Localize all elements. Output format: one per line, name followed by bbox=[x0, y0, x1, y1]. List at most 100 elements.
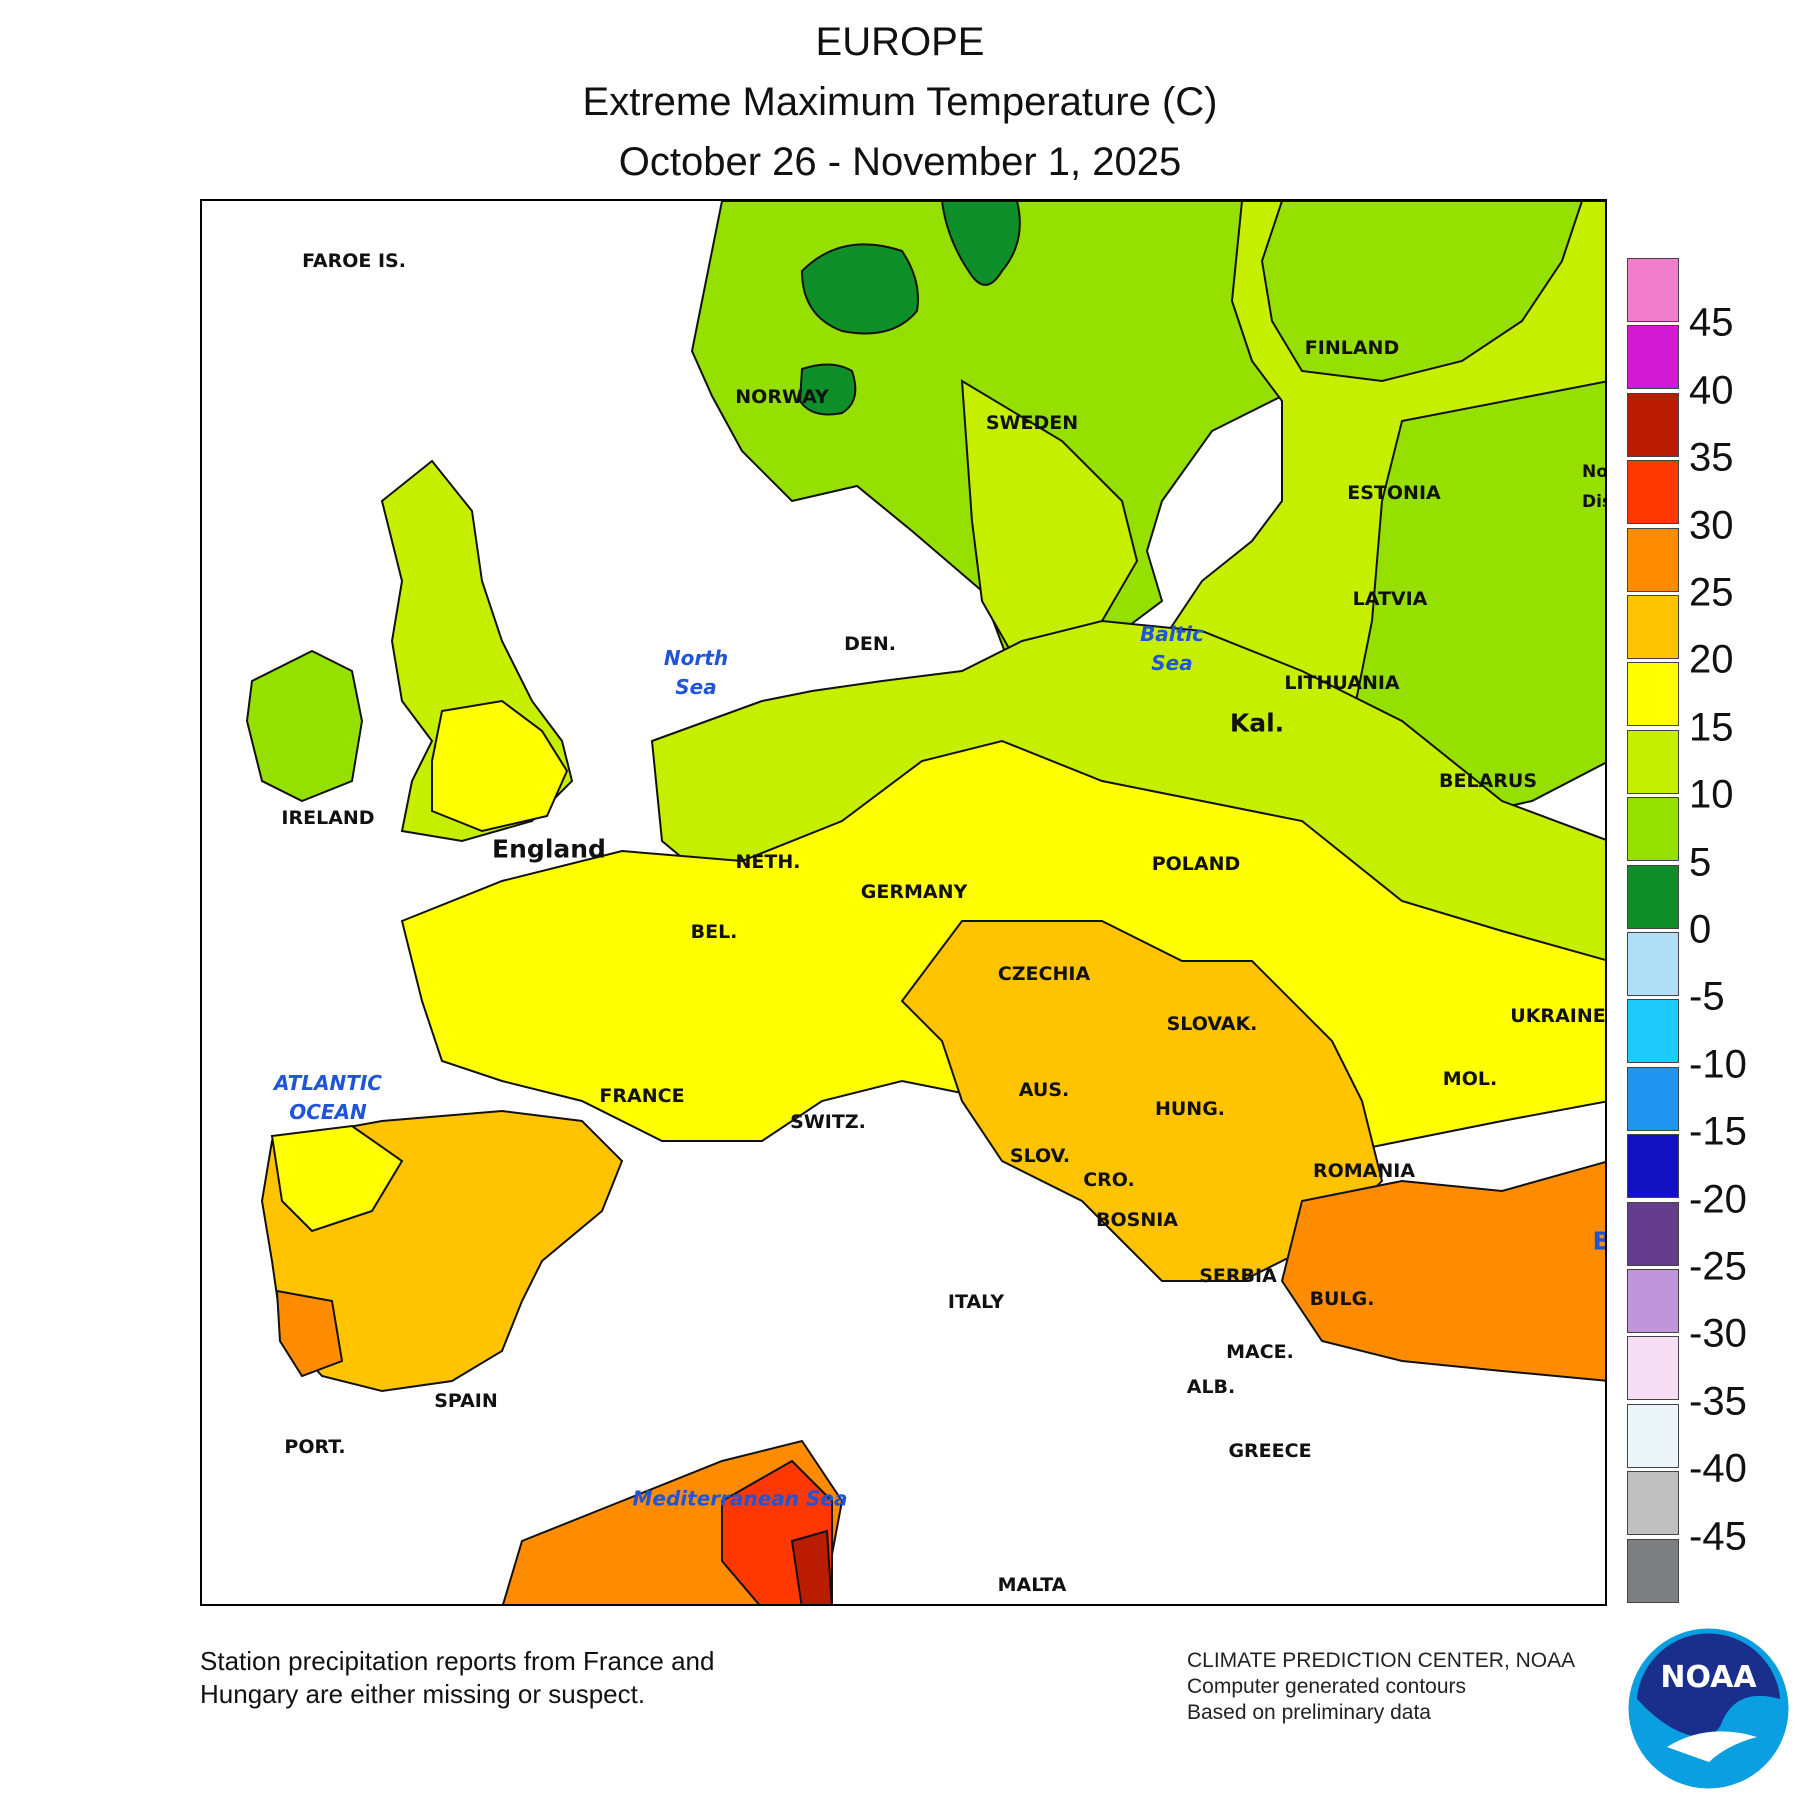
legend-swatch bbox=[1627, 258, 1679, 322]
legend-tick-label: 0 bbox=[1689, 907, 1712, 952]
legend-tick-label: -5 bbox=[1689, 974, 1725, 1019]
label-slovenia: SLOV. bbox=[1009, 1145, 1071, 1167]
map-title-period: October 26 - November 1, 2025 bbox=[618, 140, 1182, 184]
noaa-logo: NOAA bbox=[1628, 1628, 1789, 1789]
hot-cell-portugal bbox=[275, 1289, 344, 1378]
credit-line3: Based on preliminary data bbox=[1187, 1701, 1431, 1724]
label-black-sea-partial: B bbox=[1592, 1227, 1605, 1256]
legend-swatch bbox=[1627, 662, 1679, 727]
label-spain: SPAIN bbox=[434, 1390, 498, 1412]
legend-tick-label: -30 bbox=[1689, 1311, 1747, 1356]
label-portugal: PORT. bbox=[284, 1436, 346, 1458]
label-lithuania: LITHUANIA bbox=[1284, 672, 1400, 694]
label-belarus: BELARUS bbox=[1438, 770, 1538, 792]
legend-swatch bbox=[1627, 797, 1679, 862]
label-atlantic-line1: ATLANTIC bbox=[274, 1071, 382, 1095]
map-panel: FAROE IS. NORWAY SWEDEN FINLAND Northwes… bbox=[200, 199, 1607, 1606]
legend-swatch bbox=[1627, 595, 1679, 659]
legend-tick-label: -25 bbox=[1689, 1244, 1747, 1289]
legend-tick-label: -15 bbox=[1689, 1109, 1747, 1154]
map-title-variable: Extreme Maximum Temperature (C) bbox=[582, 80, 1218, 124]
footnote-line1: Station precipitation reports from Franc… bbox=[200, 1646, 715, 1676]
map-title-region: EUROPE bbox=[815, 20, 985, 64]
label-north-sea-line2: Sea bbox=[675, 675, 717, 699]
credit-line2: Computer generated contours bbox=[1187, 1675, 1466, 1698]
legend-swatch bbox=[1627, 1403, 1679, 1468]
legend-tick-label: -45 bbox=[1689, 1514, 1747, 1559]
label-estonia: ESTONIA bbox=[1347, 482, 1441, 504]
label-baltic-sea: Baltic Sea bbox=[1140, 620, 1204, 678]
label-slovakia: SLOVAK. bbox=[1166, 1013, 1258, 1035]
legend-swatch bbox=[1627, 932, 1679, 996]
label-austria: AUS. bbox=[1018, 1079, 1070, 1101]
label-switzerland: SWITZ. bbox=[790, 1111, 866, 1133]
label-croatia: CRO. bbox=[1083, 1169, 1135, 1191]
legend-swatch bbox=[1627, 1269, 1679, 1333]
footnote-line2: Hungary are either missing or suspect. bbox=[200, 1679, 646, 1709]
land-italy-balkans bbox=[900, 920, 1384, 1282]
label-northwest-district: Northwest District bbox=[1582, 462, 1607, 512]
land-ireland bbox=[245, 649, 364, 803]
warm-cell-england bbox=[431, 699, 569, 833]
hottest-cell-tunisia bbox=[790, 1529, 833, 1604]
legend-swatch bbox=[1627, 1538, 1679, 1603]
label-latvia: LATVIA bbox=[1352, 588, 1428, 610]
legend-swatch bbox=[1627, 1471, 1679, 1536]
noaa-logo-text: NOAA bbox=[1660, 1660, 1757, 1695]
legend-swatch bbox=[1627, 1134, 1679, 1199]
legend-swatch bbox=[1627, 864, 1679, 929]
label-ireland: IRELAND bbox=[281, 807, 375, 829]
label-atlantic-ocean: ATLANTIC OCEAN bbox=[274, 1069, 382, 1127]
label-moldova: MOL. bbox=[1442, 1068, 1498, 1090]
legend-tick-label: -40 bbox=[1689, 1446, 1747, 1491]
label-kaliningrad: Kal. bbox=[1229, 708, 1285, 738]
label-romania: ROMANIA bbox=[1312, 1160, 1416, 1182]
legend-swatch bbox=[1627, 1336, 1679, 1401]
legend-tick-label: 10 bbox=[1689, 772, 1734, 817]
legend-tick-label: 40 bbox=[1689, 368, 1734, 413]
legend-tick-label: 20 bbox=[1689, 637, 1734, 682]
label-ukraine: UKRAINE bbox=[1510, 1005, 1606, 1027]
legend-tick-label: 45 bbox=[1689, 300, 1734, 345]
credit-line1: CLIMATE PREDICTION CENTER, NOAA bbox=[1187, 1649, 1576, 1672]
label-faroe: FAROE IS. bbox=[302, 250, 406, 272]
cold-cell-norway-south bbox=[798, 363, 857, 416]
label-baltic-sea-line2: Sea bbox=[1151, 651, 1193, 675]
legend-tick-label: 5 bbox=[1689, 840, 1712, 885]
warm-cell-finland bbox=[1260, 201, 1584, 383]
legend-swatch bbox=[1627, 527, 1679, 592]
legend-tick-label: 35 bbox=[1689, 435, 1734, 480]
label-baltic-sea-line1: Baltic bbox=[1140, 622, 1204, 646]
label-serbia: SERBIA bbox=[1199, 1265, 1277, 1287]
land-greece-turkey bbox=[1280, 1161, 1605, 1382]
legend-tick-label: -20 bbox=[1689, 1177, 1747, 1222]
legend-tick-label: -35 bbox=[1689, 1379, 1747, 1424]
legend-tick-label: 15 bbox=[1689, 705, 1734, 750]
legend-swatch bbox=[1627, 392, 1679, 457]
legend-tick-label: 30 bbox=[1689, 503, 1734, 548]
warm-cell-iberia-north bbox=[270, 1124, 404, 1233]
label-finland: FINLAND bbox=[1304, 337, 1400, 359]
label-mediterranean-sea: Mediterranean Sea bbox=[632, 1486, 848, 1511]
label-england: England bbox=[492, 834, 606, 864]
label-north-sea: North Sea bbox=[664, 644, 728, 702]
credit-block: CLIMATE PREDICTION CENTER, NOAA Computer… bbox=[1187, 1648, 1575, 1726]
cold-cell-norway bbox=[800, 243, 919, 335]
label-macedonia: MACE. bbox=[1226, 1341, 1294, 1363]
label-netherlands: NETH. bbox=[735, 851, 801, 873]
legend-swatch bbox=[1627, 325, 1679, 390]
legend-swatch bbox=[1627, 1066, 1679, 1131]
label-germany: GERMANY bbox=[860, 881, 968, 903]
cold-cell-sweden-north bbox=[940, 201, 1021, 286]
label-norway: NORWAY bbox=[735, 386, 829, 408]
label-atlantic-line2: OCEAN bbox=[289, 1100, 367, 1124]
legend-swatch bbox=[1627, 729, 1679, 794]
label-france: FRANCE bbox=[599, 1085, 685, 1107]
label-italy: ITALY bbox=[947, 1291, 1005, 1313]
label-denmark: DEN. bbox=[844, 633, 896, 655]
label-greece: GREECE bbox=[1228, 1440, 1312, 1462]
label-malta: MALTA bbox=[997, 1574, 1067, 1596]
label-north-sea-line1: North bbox=[663, 646, 729, 670]
legend-swatch bbox=[1627, 460, 1679, 525]
legend-swatch bbox=[1627, 999, 1679, 1064]
